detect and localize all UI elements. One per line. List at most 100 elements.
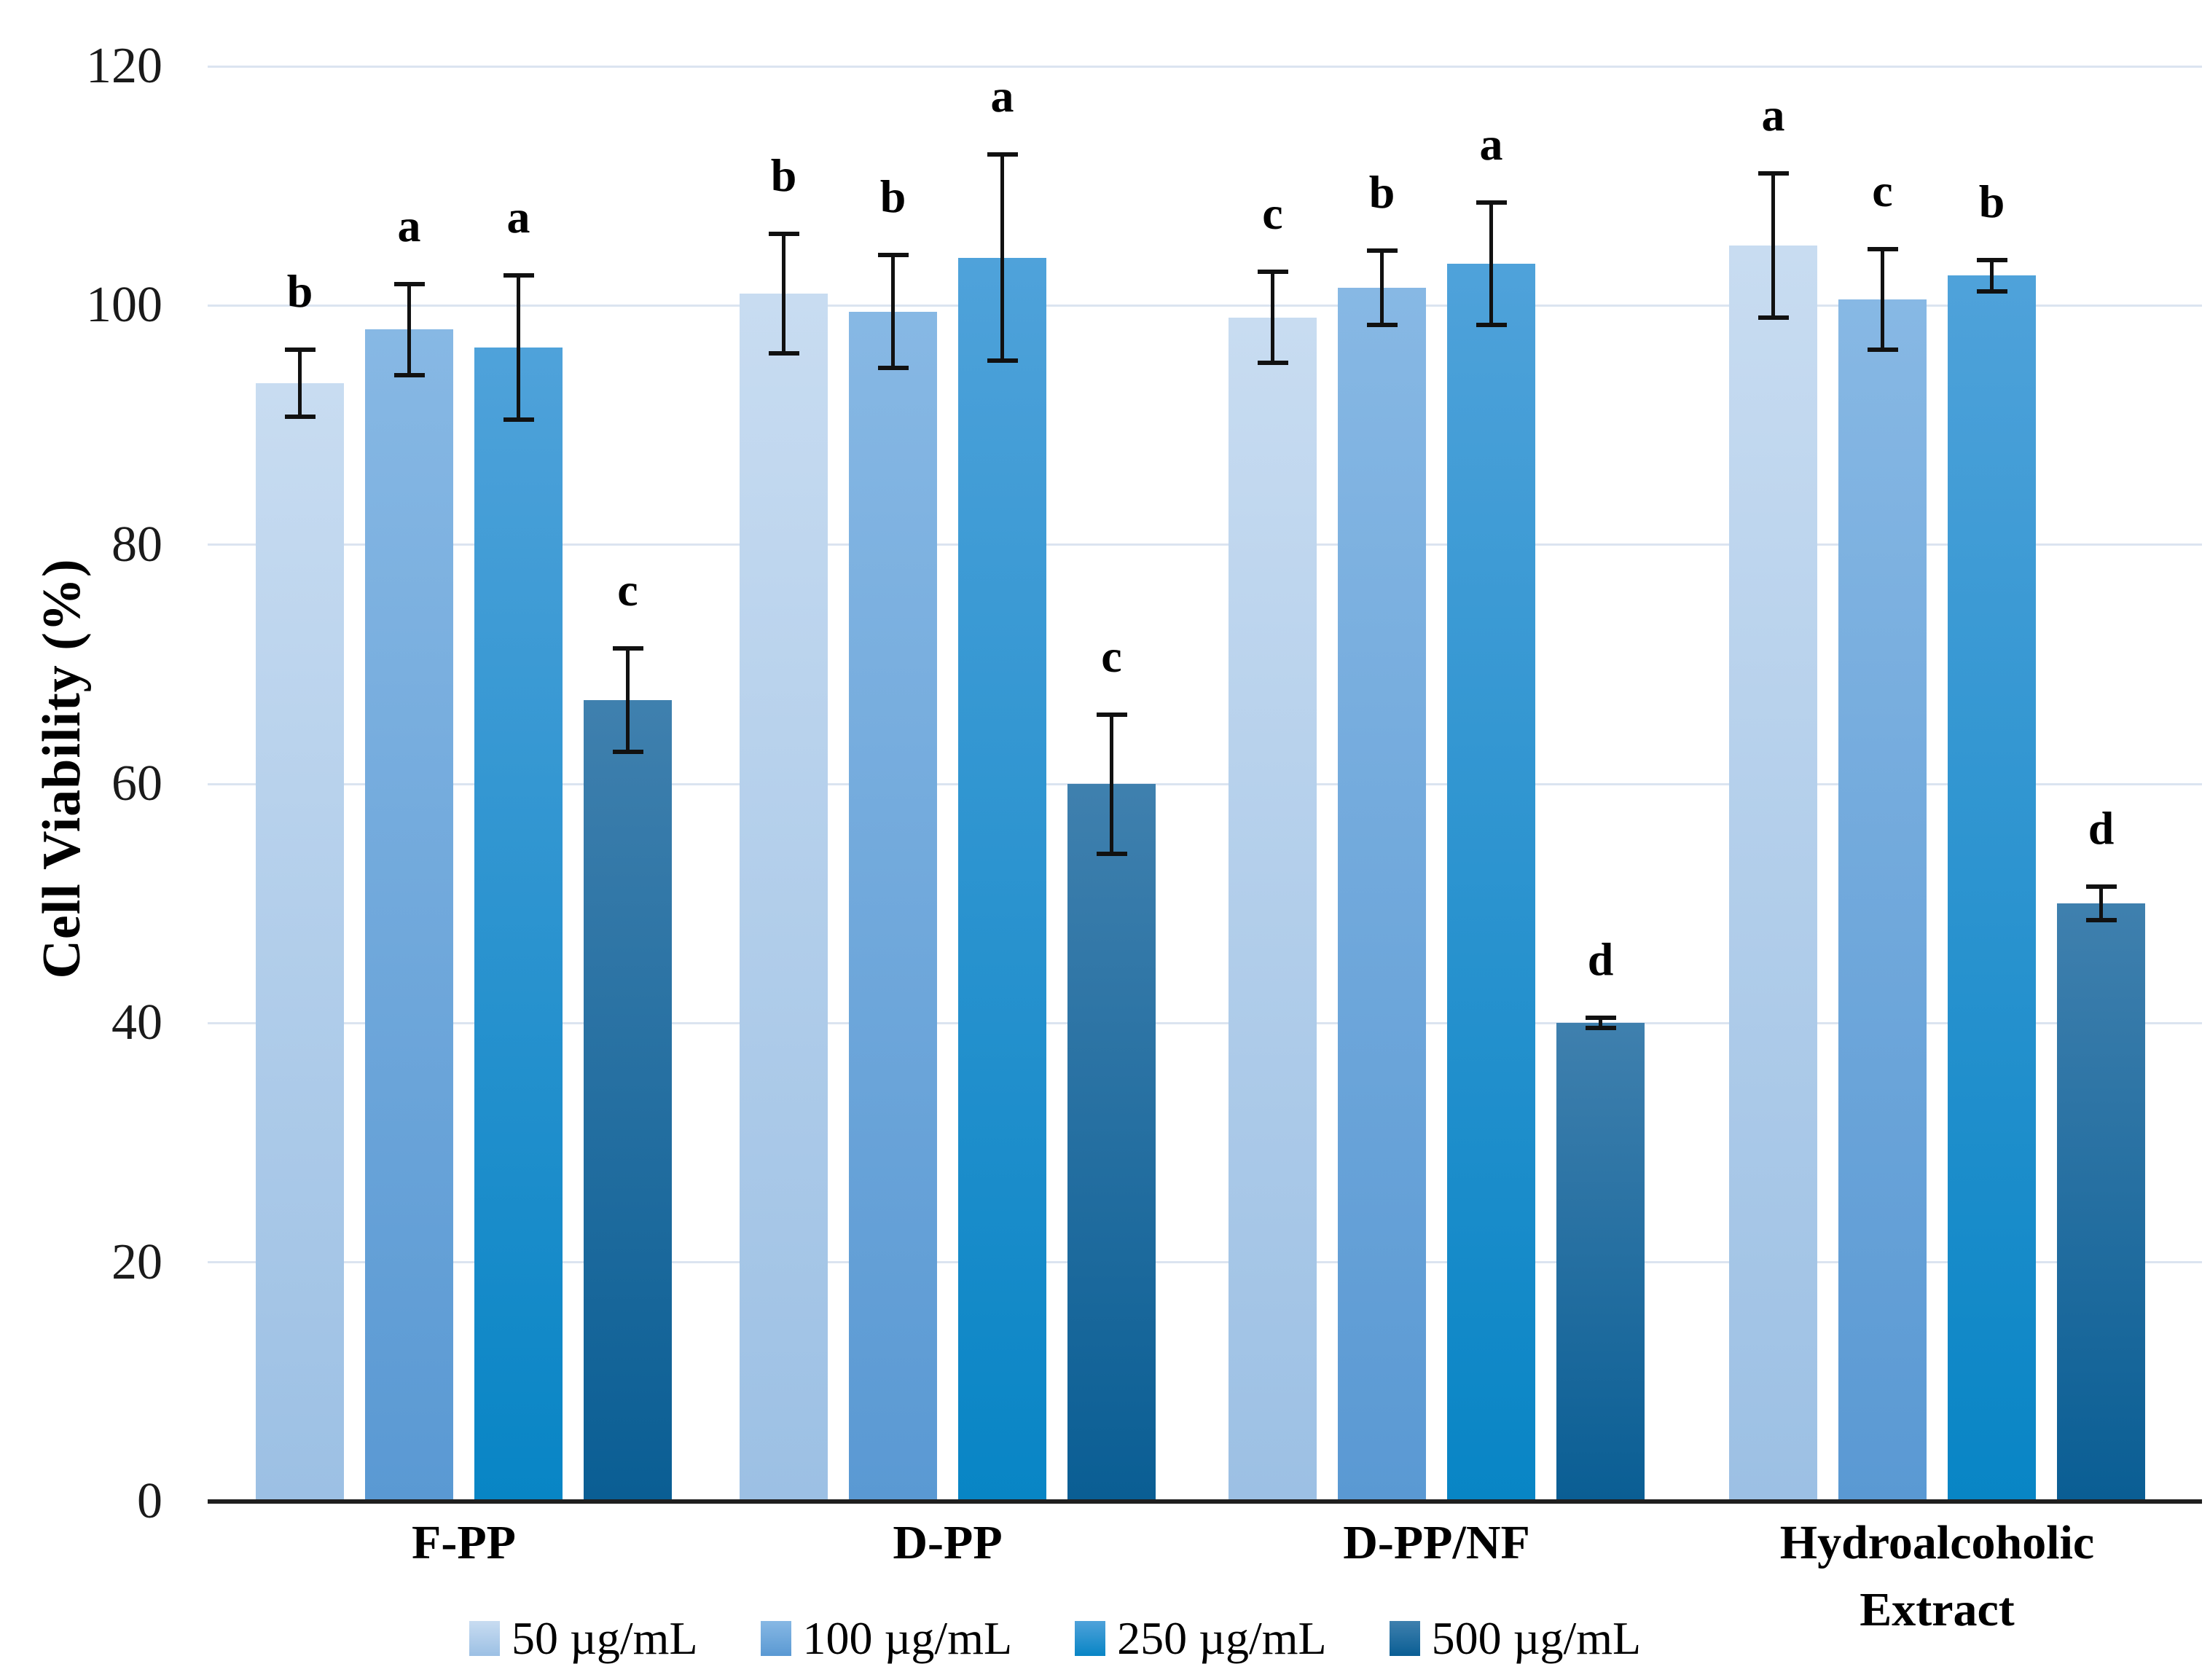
- error-bar-line: [891, 253, 895, 370]
- error-bar-line: [1881, 246, 1884, 353]
- error-bar: [1476, 200, 1507, 327]
- error-bar: [284, 347, 316, 420]
- error-bar-line: [626, 646, 630, 754]
- error-bar-cap-top: [1476, 200, 1507, 205]
- error-bar: [768, 231, 799, 356]
- error-bar-line: [1990, 257, 1994, 294]
- error-bar-cap-bottom: [1867, 348, 1898, 353]
- error-bar: [503, 273, 534, 422]
- y-tick-label-40: 40: [111, 994, 162, 1051]
- error-bar-cap-bottom: [1758, 315, 1789, 321]
- significance-letter: c: [1872, 164, 1893, 216]
- error-bar-line: [2099, 884, 2103, 923]
- error-bar: [393, 281, 425, 377]
- bar-F-PP-500: [584, 700, 672, 1502]
- error-bar: [1976, 257, 2007, 294]
- error-bar-line: [517, 273, 520, 422]
- y-tick-label-100: 100: [86, 277, 162, 334]
- gridline-80: [208, 543, 2202, 546]
- error-bar: [1758, 171, 1789, 321]
- significance-letter: a: [990, 70, 1014, 122]
- bar-D-PP-50: [740, 293, 828, 1502]
- error-bar-cap-top: [284, 347, 316, 352]
- error-bar-cap-top: [2085, 884, 2117, 889]
- bar-D-PP/NF-50: [1229, 317, 1317, 1502]
- gridline-20: [208, 1261, 2202, 1264]
- legend: 50 µg/mL 100 µg/mL 250 µg/mL 500 µg/mL: [469, 1613, 1641, 1664]
- error-bar-cap-top: [503, 273, 534, 278]
- legend-swatch-icon: [1389, 1621, 1420, 1656]
- category-label-d-pp: D-PP: [893, 1516, 1003, 1569]
- error-bar-cap-top: [1867, 246, 1898, 251]
- significance-letter: b: [770, 149, 797, 201]
- error-bar-line: [1771, 171, 1775, 321]
- legend-swatch-icon: [1075, 1621, 1106, 1656]
- error-bar-cap-bottom: [1585, 1026, 1616, 1031]
- error-bar-cap-bottom: [393, 372, 425, 377]
- error-bar-line: [1489, 200, 1493, 327]
- error-bar-line: [782, 231, 785, 356]
- error-bar-cap-bottom: [987, 358, 1018, 364]
- legend-label: 100 µg/mL: [802, 1612, 1013, 1664]
- significance-letter: c: [1101, 629, 1122, 682]
- bar-D-PP/NF-100: [1338, 287, 1426, 1502]
- error-bar: [2085, 884, 2117, 923]
- legend-item: 100 µg/mL: [760, 1612, 1013, 1664]
- legend-label: 250 µg/mL: [1117, 1612, 1327, 1664]
- significance-letter: d: [1587, 933, 1614, 986]
- error-bar-cap-top: [1096, 712, 1127, 717]
- significance-letter: b: [879, 170, 906, 223]
- error-bar: [612, 646, 643, 754]
- y-tick-label-120: 120: [86, 38, 162, 94]
- significance-letter: c: [617, 564, 638, 616]
- error-bar-cap-bottom: [2085, 918, 2117, 923]
- bar-D-PP/NF-500: [1556, 1023, 1645, 1502]
- legend-label: 500 µg/mL: [1431, 1612, 1642, 1664]
- category-label-hydroalcoholic-extract: Hydroalcoholic Extract: [1779, 1516, 2095, 1636]
- significance-letter: c: [1262, 187, 1283, 240]
- bar-D-PP/NF-250: [1447, 263, 1535, 1502]
- bar-F-PP-250: [474, 347, 563, 1502]
- error-bar: [1257, 270, 1288, 366]
- bar-F-PP-50: [256, 383, 344, 1502]
- gridline-60: [208, 782, 2202, 785]
- significance-letter: b: [1368, 165, 1395, 218]
- gridline-100: [208, 304, 2202, 307]
- legend-swatch-icon: [469, 1621, 500, 1656]
- bar-D-PP-500: [1067, 784, 1156, 1502]
- error-bar: [987, 152, 1018, 364]
- significance-letter: a: [506, 191, 530, 243]
- error-bar: [1867, 246, 1898, 353]
- error-bar-cap-top: [1585, 1016, 1616, 1021]
- gridline-40: [208, 1021, 2202, 1024]
- error-bar-cap-bottom: [1257, 361, 1288, 366]
- bar-F-PP-100: [365, 329, 453, 1502]
- gridline-120: [208, 65, 2202, 68]
- bar-D-PP-250: [958, 257, 1046, 1502]
- error-bar-cap-bottom: [877, 365, 909, 370]
- error-bar-line: [407, 281, 411, 377]
- error-bar-cap-top: [393, 281, 425, 286]
- error-bar-cap-bottom: [1476, 322, 1507, 327]
- error-bar-cap-top: [877, 253, 909, 258]
- bar-Hydroalcoholic-50: [1729, 246, 1817, 1502]
- error-bar-cap-bottom: [503, 417, 534, 422]
- category-label-f-pp: F-PP: [412, 1516, 516, 1569]
- bar-Hydroalcoholic-500: [2057, 903, 2145, 1502]
- significance-letter: a: [1479, 117, 1503, 170]
- error-bar-line: [1380, 248, 1384, 327]
- error-bar: [877, 253, 909, 370]
- error-bar: [1585, 1016, 1616, 1031]
- error-bar-line: [1000, 152, 1004, 364]
- error-bar-cap-top: [768, 231, 799, 236]
- x-axis-line: [208, 1499, 2202, 1504]
- significance-letter: b: [1978, 175, 2005, 227]
- significance-letter: a: [397, 199, 421, 251]
- y-tick-label-0: 0: [137, 1473, 162, 1529]
- error-bar-cap-top: [987, 152, 1018, 157]
- significance-letter: a: [1761, 89, 1785, 141]
- legend-item: 500 µg/mL: [1389, 1612, 1642, 1664]
- error-bar: [1366, 248, 1398, 327]
- bar-D-PP-100: [849, 311, 937, 1502]
